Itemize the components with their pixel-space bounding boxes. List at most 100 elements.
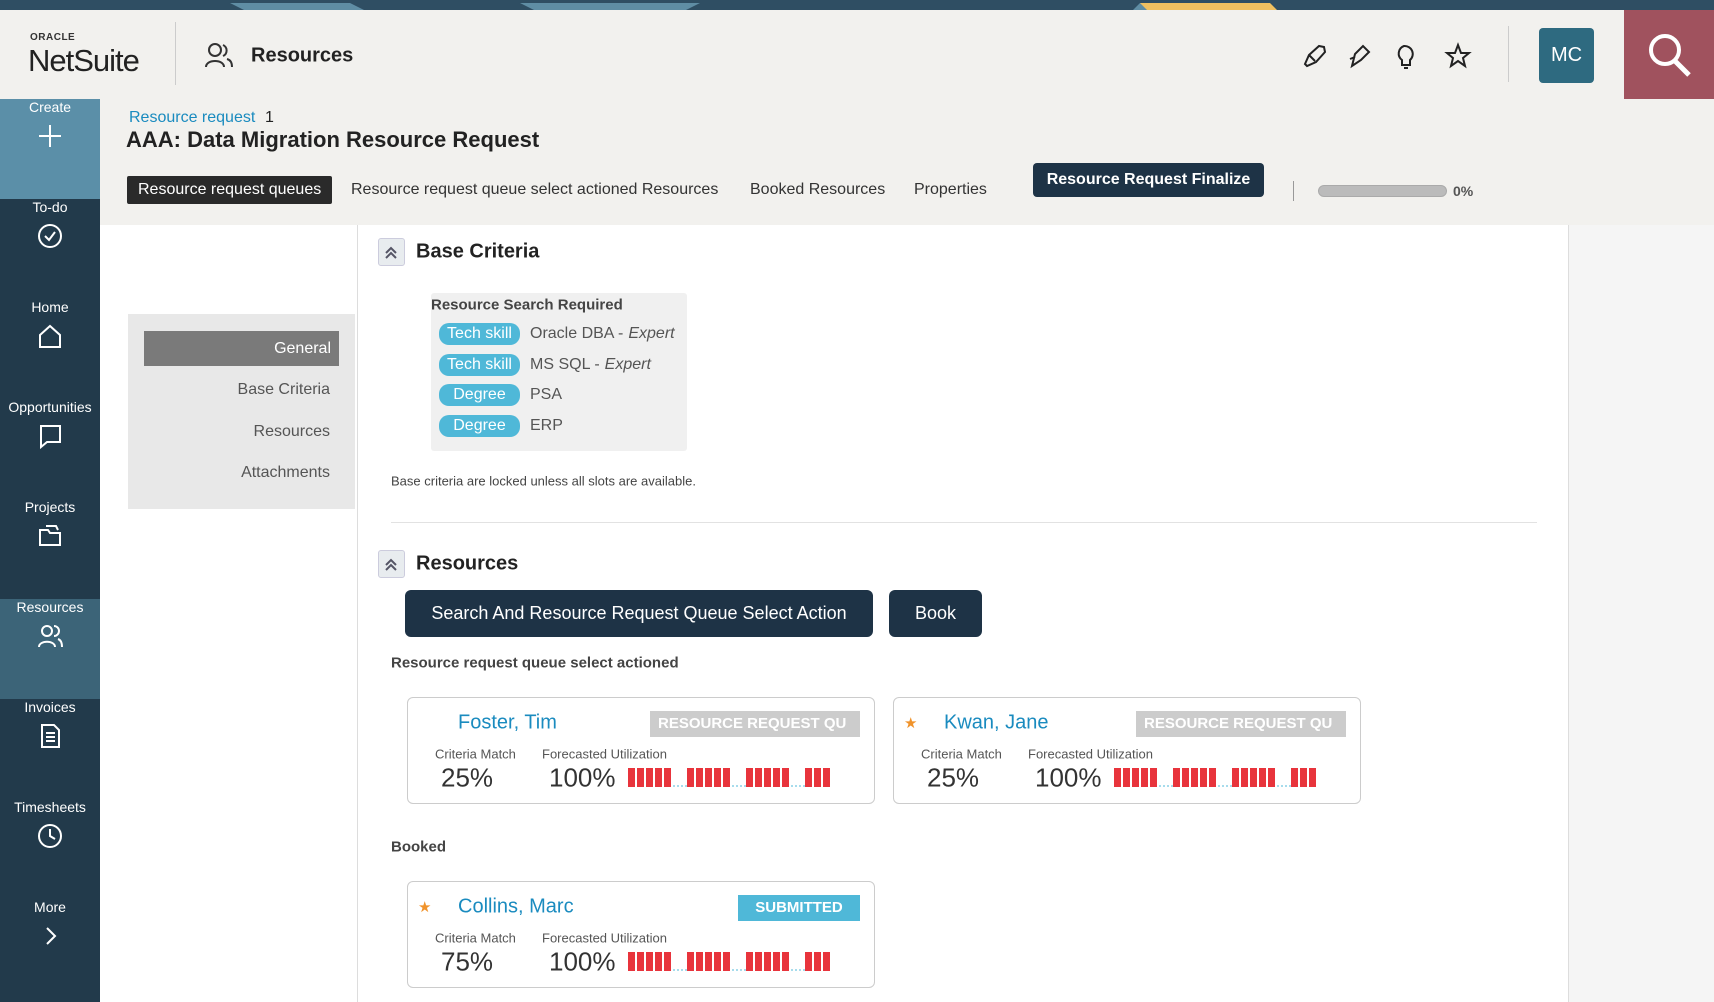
resource-name[interactable]: Foster, Tim xyxy=(458,711,557,734)
header-icons[interactable] xyxy=(1300,42,1475,70)
collapse-icon[interactable] xyxy=(378,238,405,266)
nav-item[interactable]: Create xyxy=(0,99,100,199)
brand[interactable]: NetSuite xyxy=(28,43,140,78)
nav-item[interactable]: Resources xyxy=(0,599,100,699)
side-menu-item[interactable]: Base Criteria xyxy=(237,381,330,398)
section-heading: Base Criteria xyxy=(416,240,540,263)
breadcrumb[interactable]: Resource request xyxy=(129,109,256,126)
nav-icon xyxy=(41,724,60,748)
nav-item[interactable]: Timesheets xyxy=(0,799,100,899)
action-button[interactable]: Book xyxy=(889,590,982,637)
resource-name[interactable]: Collins, Marc xyxy=(458,895,574,918)
utilization-bars-graphic xyxy=(628,768,830,787)
side-menu-item[interactable]: General xyxy=(144,331,339,366)
util-value: 100% xyxy=(549,946,616,977)
subsection-heading: Resource request queue select actioned xyxy=(391,654,679,672)
progress-label: 0% xyxy=(1453,183,1474,199)
resource-card[interactable]: Foster, Tim RESOURCE REQUEST QU Criteria M… xyxy=(407,697,875,804)
util-label: Forecasted Utilization xyxy=(542,930,667,946)
resource-card[interactable]: ★ Collins, Marc SUBMITTED Criteria Match For… xyxy=(407,881,875,988)
side-menu-item[interactable]: Resources xyxy=(253,422,330,440)
criteria-level: Expert xyxy=(628,325,675,342)
resource-card[interactable]: ★ Kwan, Jane RESOURCE REQUEST QU Criteria M… xyxy=(893,697,1361,804)
collapse-icon[interactable] xyxy=(378,550,405,578)
nav-item[interactable]: More xyxy=(0,899,100,999)
search-button[interactable] xyxy=(1624,10,1714,99)
header: ORACLE NetSuite Resources MC xyxy=(0,10,1714,99)
match-value: 25% xyxy=(441,762,494,793)
nav-item[interactable]: Projects xyxy=(0,499,100,599)
record-header: Resource request 1 AAA: Data Migration R… xyxy=(100,99,1714,225)
match-value: 25% xyxy=(927,762,980,793)
nav-icon xyxy=(38,824,62,848)
nav-label: To-do xyxy=(32,199,68,215)
criteria-tag: Tech skill xyxy=(439,353,520,376)
nav-label: Timesheets xyxy=(14,799,86,815)
nav-label: Create xyxy=(28,99,72,115)
tab[interactable]: Resource request queues xyxy=(127,176,333,204)
action-button[interactable]: Search And Resource Request Queue Select… xyxy=(405,590,873,637)
criteria-subheading: Resource Search Required xyxy=(431,296,623,314)
tab[interactable]: Resource request queue select actioned R… xyxy=(351,181,719,198)
nav-label: Projects xyxy=(24,499,76,515)
search-icon xyxy=(1649,34,1691,77)
criteria-name: Oracle DBA - xyxy=(530,325,624,342)
criteria-name: MS SQL - xyxy=(530,355,600,373)
criteria-box: Resource Search Required Tech skill Oracl… xyxy=(431,293,687,451)
utilization-bars xyxy=(628,768,843,787)
nav-icon xyxy=(40,425,61,449)
criteria-row: Oracle DBA - Expert xyxy=(530,325,675,343)
util-label: Forecasted Utilization xyxy=(542,746,667,762)
nav-item[interactable]: Home xyxy=(0,299,100,399)
record-title: AAA: Data Migration Resource Request xyxy=(126,127,540,152)
match-label: Criteria Match xyxy=(435,930,516,946)
criteria-name: PSA xyxy=(530,386,563,403)
util-value: 100% xyxy=(549,762,616,793)
criteria-name: ERP xyxy=(530,416,563,434)
finalize-button[interactable]: Resource Request Finalize xyxy=(1033,163,1264,197)
nav-icon xyxy=(46,927,57,945)
tab[interactable]: Booked Resources xyxy=(750,181,886,198)
criteria-tag: Degree xyxy=(439,414,520,437)
section-icon xyxy=(205,43,233,68)
nav-icon xyxy=(39,324,61,348)
nav-icon xyxy=(38,625,63,648)
section-title: Resources xyxy=(251,44,354,67)
criteria-tag: Tech skill xyxy=(439,323,520,345)
nav-icon xyxy=(39,125,61,147)
star: ★ xyxy=(418,899,432,916)
nav-label: Opportunities xyxy=(8,399,92,415)
nav-item[interactable]: Invoices xyxy=(0,699,100,799)
nav-icon xyxy=(38,224,62,248)
nav-icon xyxy=(39,525,61,546)
util-value: 100% xyxy=(1035,762,1102,793)
separator xyxy=(391,522,1537,523)
status-badge: RESOURCE REQUEST QU xyxy=(1136,711,1346,737)
nav-label: Invoices xyxy=(24,699,76,715)
status-badge: RESOURCE REQUEST QU xyxy=(650,711,860,737)
utilization-bars xyxy=(628,952,843,971)
nav-item[interactable]: Opportunities xyxy=(0,399,100,499)
nav-item[interactable]: To-do xyxy=(0,199,100,299)
divider xyxy=(175,22,176,85)
side-menu-item[interactable]: Attachments xyxy=(241,464,330,481)
resource-name[interactable]: Kwan, Jane xyxy=(944,711,1049,734)
left-area: General Base Criteria Resources Attachments xyxy=(100,225,357,1002)
status-badge: SUBMITTED xyxy=(738,895,860,921)
match-label: Criteria Match xyxy=(435,746,516,762)
match-label: Criteria Match xyxy=(921,746,1002,762)
criteria-note: Base criteria are locked unless all slot… xyxy=(391,473,696,489)
match-value: 75% xyxy=(441,946,494,977)
avatar[interactable]: MC xyxy=(1539,28,1594,83)
star: ★ xyxy=(904,715,918,732)
criteria-row: PSA xyxy=(530,386,562,404)
side-menu: General Base Criteria Resources Attachments xyxy=(128,314,355,509)
divider xyxy=(1508,26,1509,82)
breadcrumb-id: 1 xyxy=(265,109,274,126)
util-label: Forecasted Utilization xyxy=(1028,746,1153,762)
nav-label: Resources xyxy=(16,599,84,615)
utilization-bars-graphic xyxy=(1114,768,1316,787)
tab[interactable]: Properties xyxy=(914,181,987,198)
utilization-bars-graphic xyxy=(628,952,830,971)
